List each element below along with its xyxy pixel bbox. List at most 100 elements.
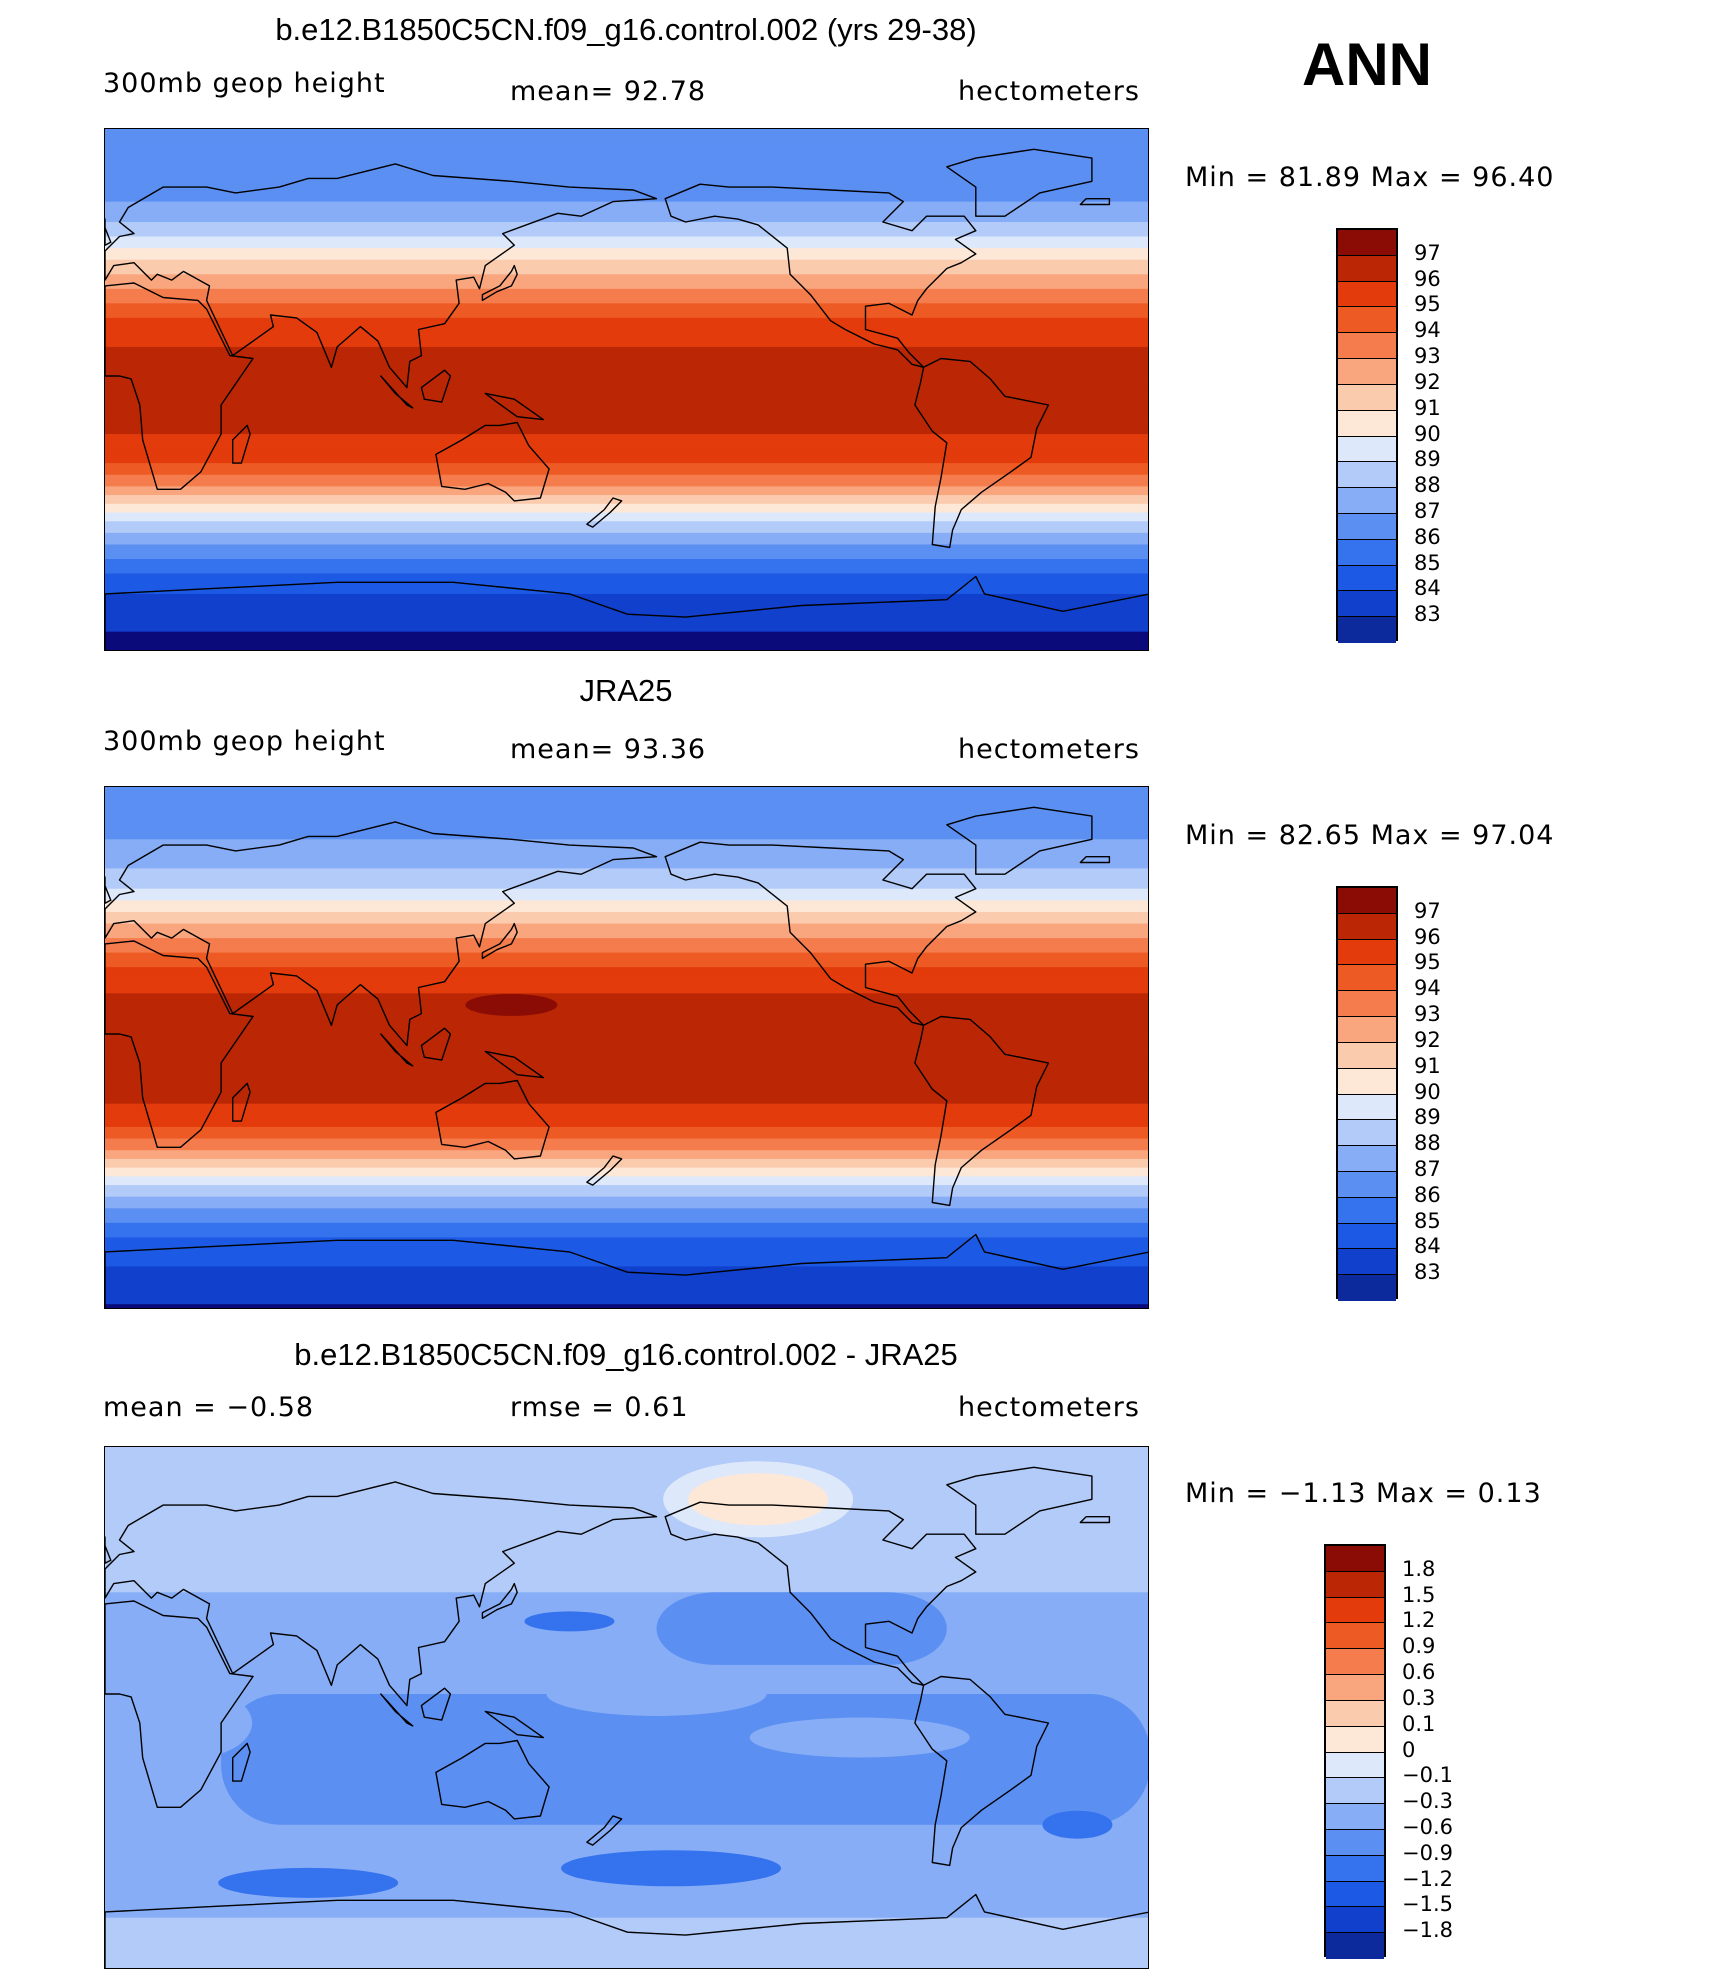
field-band <box>105 375 1148 380</box>
colorbar-box <box>1338 1120 1396 1147</box>
field-band <box>105 384 1148 389</box>
field-band <box>105 1135 1148 1140</box>
field-band <box>105 434 1148 438</box>
field-band <box>105 608 1148 612</box>
colorbar-box <box>1326 1933 1384 1959</box>
field-band <box>105 625 1148 630</box>
field-band <box>105 1278 1148 1282</box>
field-band <box>105 1275 1148 1279</box>
field-band <box>105 1179 1148 1183</box>
field-band <box>105 853 1148 858</box>
field-band <box>105 567 1148 572</box>
field-band <box>105 877 1148 881</box>
field-band <box>105 280 1148 284</box>
field-band <box>105 431 1148 435</box>
colorbar-box <box>1338 1171 1396 1198</box>
field-band <box>105 155 1148 159</box>
field-band <box>105 1051 1148 1055</box>
field-band <box>105 984 1148 989</box>
panel2-title: JRA25 <box>579 673 673 708</box>
field-band <box>105 259 1148 264</box>
colorbar-box <box>1338 591 1396 618</box>
field-band <box>105 1100 1148 1105</box>
colorbar-box <box>1338 384 1396 411</box>
colorbar-box <box>1338 617 1396 643</box>
field-band <box>105 990 1148 994</box>
field-band <box>105 265 1148 270</box>
colorbar-label: 83 <box>1414 1260 1441 1285</box>
field-band <box>105 515 1148 519</box>
field-band <box>105 219 1148 223</box>
panel2-colorbar <box>1336 886 1398 1301</box>
colorbar-label: 0 <box>1402 1737 1416 1762</box>
field-band <box>105 245 1148 249</box>
field-band <box>105 827 1148 832</box>
colorbar-box <box>1326 1571 1384 1598</box>
field-band <box>105 570 1148 575</box>
colorbar-label: 88 <box>1414 1131 1441 1156</box>
field-region <box>105 1917 1148 1968</box>
field-band <box>105 1028 1148 1032</box>
field-band <box>105 550 1148 554</box>
panel1-mean-label: mean= 92.78 <box>510 76 707 107</box>
colorbar-label: 97 <box>1414 240 1441 265</box>
field-band <box>105 541 1148 546</box>
field-band <box>105 868 1148 872</box>
field-band <box>105 874 1148 878</box>
field-band <box>105 620 1148 624</box>
colorbar-box <box>1338 1197 1396 1224</box>
field-band <box>105 317 1148 322</box>
field-band <box>105 300 1148 304</box>
field-band <box>105 201 1148 206</box>
colorbar-box <box>1338 539 1396 566</box>
field-band <box>105 210 1148 214</box>
field-band <box>105 929 1148 933</box>
field-band <box>105 282 1148 287</box>
colorbar-box <box>1326 1546 1384 1572</box>
coastlines <box>105 806 1148 1308</box>
field-band <box>105 1094 1148 1099</box>
field-band <box>105 131 1148 136</box>
colorbar-box <box>1338 462 1396 489</box>
field-band <box>105 1243 1148 1247</box>
field-band <box>105 1144 1148 1148</box>
field-band <box>105 643 1148 647</box>
field-band <box>105 509 1148 514</box>
field-band <box>105 961 1148 965</box>
field-band <box>105 1121 1148 1125</box>
field-band <box>105 230 1148 235</box>
field-band <box>105 367 1148 371</box>
field-band <box>105 306 1148 310</box>
field-band <box>105 1205 1148 1209</box>
field-band <box>105 361 1148 365</box>
field-band <box>105 1010 1148 1015</box>
colorbar-label: 91 <box>1414 1053 1441 1078</box>
field-band <box>105 622 1148 627</box>
field-band <box>105 1083 1148 1087</box>
field-band <box>105 1240 1148 1244</box>
field-band <box>105 993 1148 997</box>
field-band <box>105 1298 1148 1302</box>
field-band <box>105 1004 1148 1009</box>
field-region <box>546 1671 767 1716</box>
field-band <box>105 460 1148 464</box>
field-band <box>105 213 1148 217</box>
field-band <box>105 349 1148 354</box>
field-band <box>105 1045 1148 1050</box>
field-band <box>105 949 1148 954</box>
field-band <box>105 1063 1148 1067</box>
field-band <box>105 535 1148 540</box>
field-band <box>105 923 1148 928</box>
colorbar-box <box>1338 281 1396 308</box>
field-region <box>524 1611 615 1632</box>
field-region <box>656 1592 947 1665</box>
colorbar-label: 90 <box>1414 1079 1441 1104</box>
field-band <box>105 1231 1148 1236</box>
field-band <box>105 1219 1148 1224</box>
field-band <box>105 810 1148 814</box>
field-band <box>105 294 1148 299</box>
field-band <box>105 943 1148 948</box>
colorbar-label: −0.3 <box>1402 1789 1453 1814</box>
field-band <box>105 527 1148 531</box>
colorbar-box <box>1338 513 1396 540</box>
